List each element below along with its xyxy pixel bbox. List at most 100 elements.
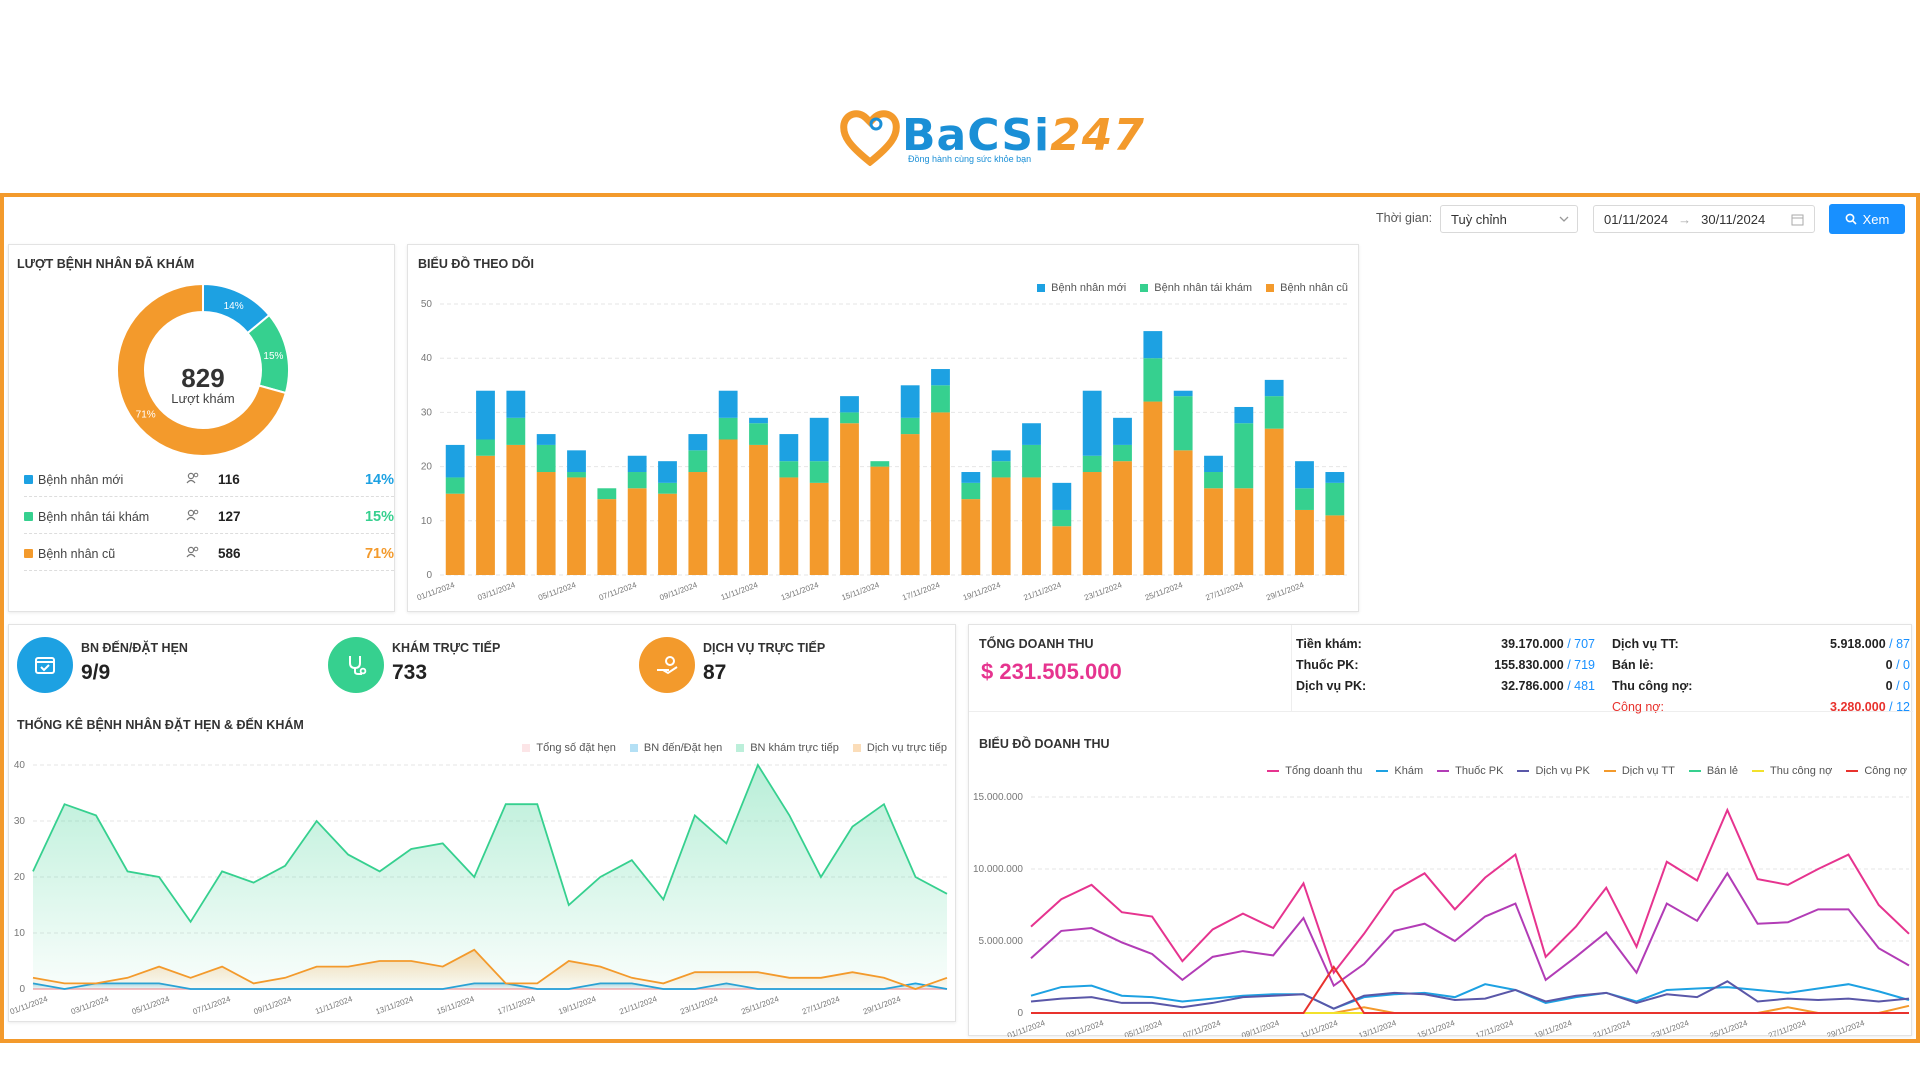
legend-item[interactable]: BN đến/Đặt hẹn bbox=[629, 742, 723, 754]
donut-slice-label: 14% bbox=[224, 301, 244, 312]
bar-chart: 0 10 20 30 40 50 01/11/2024 03/11/2024 05/11/202… bbox=[416, 299, 1350, 602]
bar-segment bbox=[658, 461, 677, 483]
legend-item[interactable]: Tổng số đặt hẹn bbox=[522, 742, 616, 754]
bar-segment bbox=[567, 450, 586, 473]
bar-segment bbox=[1022, 423, 1041, 445]
revenue-row-label: Dịch vụ PK: bbox=[1296, 679, 1367, 693]
legend-name: Bệnh nhân mới bbox=[38, 472, 124, 487]
bar-segment bbox=[1204, 472, 1223, 489]
revenue-count: / 87 bbox=[1889, 637, 1910, 651]
bar-segment bbox=[627, 472, 647, 489]
bar-segment bbox=[1173, 396, 1193, 451]
bar-segment bbox=[961, 482, 981, 500]
date-range-picker[interactable]: 01/11/2024 → 30/11/2024 bbox=[1593, 205, 1815, 233]
bar-segment bbox=[688, 472, 708, 575]
users-icon bbox=[186, 472, 218, 487]
legend-swatch bbox=[1752, 770, 1765, 772]
legend-swatch bbox=[1688, 770, 1701, 772]
bar-segment bbox=[567, 472, 586, 478]
donut-chart: 14% 15% 71% bbox=[116, 282, 290, 457]
legend-item[interactable]: Bệnh nhân tái khám bbox=[1140, 282, 1252, 294]
x-tick-label: 07/11/2024 bbox=[192, 994, 233, 1016]
bar-segment bbox=[1204, 455, 1223, 473]
x-tick-label: 07/11/2024 bbox=[1182, 1018, 1223, 1037]
bar-segment bbox=[991, 477, 1011, 575]
bar-segment bbox=[506, 444, 526, 575]
legend-swatch bbox=[24, 549, 33, 558]
y-tick-label: 10 bbox=[421, 516, 433, 527]
revenue-row-value: 0 / 0 bbox=[1710, 658, 1910, 672]
donut-legend-row: Bệnh nhân mới 116 14% bbox=[24, 463, 394, 497]
revenue-chart: 0 5.000.000 10.000.000 15.000.000 01/11/2024… bbox=[973, 792, 1910, 1037]
legend-item[interactable]: Thu công nợ bbox=[1752, 765, 1832, 777]
legend-item[interactable]: Tổng doanh thu bbox=[1267, 765, 1362, 777]
revenue-row-value: 32.786.000 / 481 bbox=[1395, 679, 1595, 693]
legend-swatch bbox=[1266, 284, 1275, 292]
area-series-line bbox=[32, 763, 948, 924]
legend-item[interactable]: Dịch vụ TT bbox=[1603, 765, 1675, 777]
tracking-bar-card: BIỂU ĐỒ THEO DÕI Bệnh nhân mới Bệnh nhân … bbox=[407, 244, 1359, 612]
legend-label: Bệnh nhân tái khám bbox=[1154, 282, 1253, 294]
bar-segment bbox=[1173, 450, 1193, 575]
legend-item[interactable]: Bệnh nhân cũ bbox=[1266, 282, 1348, 294]
revenue-count: / 719 bbox=[1567, 658, 1595, 672]
legend-label: Thu công nợ bbox=[1770, 765, 1833, 777]
legend-item[interactable]: Dịch vụ trực tiếp bbox=[852, 742, 947, 754]
x-tick-label: 11/11/2024 bbox=[1299, 1018, 1339, 1037]
legend-label: Dịch vụ trực tiếp bbox=[866, 742, 947, 754]
users-icon bbox=[186, 546, 218, 561]
y-tick-label: 40 bbox=[421, 353, 433, 364]
legend-label: Khám bbox=[1394, 765, 1424, 777]
legend-item[interactable]: BN khám trực tiếp bbox=[736, 742, 839, 754]
kpi-value: 87 bbox=[703, 661, 727, 684]
legend-item[interactable]: Công nợ bbox=[1846, 765, 1907, 777]
x-tick-label: 27/11/2024 bbox=[1204, 580, 1245, 602]
x-tick-label: 23/11/2024 bbox=[1083, 580, 1124, 602]
donut-slice-label: 15% bbox=[263, 351, 283, 362]
bar-segment bbox=[1204, 488, 1223, 575]
x-tick-label: 11/11/2024 bbox=[314, 994, 354, 1016]
legend-item[interactable]: Bán lẻ bbox=[1688, 765, 1738, 777]
date-to[interactable]: 30/11/2024 bbox=[1701, 211, 1766, 227]
bar-segment bbox=[931, 412, 950, 575]
legend-item[interactable]: Khám bbox=[1376, 765, 1423, 777]
revenue-row-value: 155.830.000 / 719 bbox=[1395, 658, 1595, 672]
legend-swatch bbox=[1603, 770, 1616, 772]
bar-segment bbox=[1295, 488, 1314, 510]
legend-label: BN đến/Đặt hẹn bbox=[643, 742, 723, 754]
legend-item[interactable]: Dịch vụ PK bbox=[1517, 765, 1590, 777]
revenue-series-line bbox=[1030, 983, 1910, 1010]
x-tick-label: 19/11/2024 bbox=[962, 580, 1003, 602]
view-button[interactable]: Xem bbox=[1829, 204, 1905, 234]
revenue-row-value: 39.170.000 / 707 bbox=[1395, 637, 1595, 651]
bar-segment bbox=[1082, 390, 1102, 456]
bar-segment bbox=[991, 450, 1011, 462]
revenue-row-value: 5.918.000 / 87 bbox=[1710, 637, 1910, 651]
legend-percent: 14% bbox=[364, 471, 394, 488]
brand-logo: BaCSi247 Đồng hành cùng sức khỏe bạn bbox=[840, 104, 1144, 168]
bar-segment bbox=[1113, 417, 1132, 445]
revenue-legend: Tổng doanh thu Khám Thuốc PK Dịch vụ PK Dịch… bbox=[1253, 759, 1907, 777]
y-tick-label: 0 bbox=[1017, 1008, 1023, 1019]
revenue-row-label: Bán lẻ: bbox=[1612, 658, 1654, 672]
legend-item[interactable]: Bệnh nhân mới bbox=[1037, 282, 1126, 294]
bar-segment bbox=[961, 499, 981, 575]
bar-segment bbox=[536, 472, 556, 575]
kpi-label: KHÁM TRỰC TIẾP bbox=[392, 641, 501, 655]
x-tick-label: 19/11/2024 bbox=[1533, 1018, 1574, 1037]
bar-segment bbox=[779, 434, 799, 462]
heart-stethoscope-icon bbox=[840, 110, 900, 166]
revenue-series-line bbox=[1030, 871, 1910, 988]
x-tick-label: 21/11/2024 bbox=[1022, 580, 1063, 602]
date-from[interactable]: 01/11/2024 bbox=[1604, 211, 1669, 227]
legend-item[interactable]: Thuốc PK bbox=[1437, 765, 1503, 777]
revenue-count: / 0 bbox=[1896, 658, 1910, 672]
x-tick-label: 09/11/2024 bbox=[252, 994, 293, 1016]
bar-chart-title: BIỂU ĐỒ THEO DÕI bbox=[418, 257, 534, 271]
time-mode-select[interactable]: Tuỳ chỉnh bbox=[1440, 205, 1578, 233]
search-icon bbox=[1845, 213, 1857, 225]
x-tick-label: 15/11/2024 bbox=[840, 580, 881, 602]
area-fill bbox=[33, 949, 947, 989]
bar-segment bbox=[870, 461, 890, 467]
donut-total: 829 bbox=[181, 363, 225, 393]
